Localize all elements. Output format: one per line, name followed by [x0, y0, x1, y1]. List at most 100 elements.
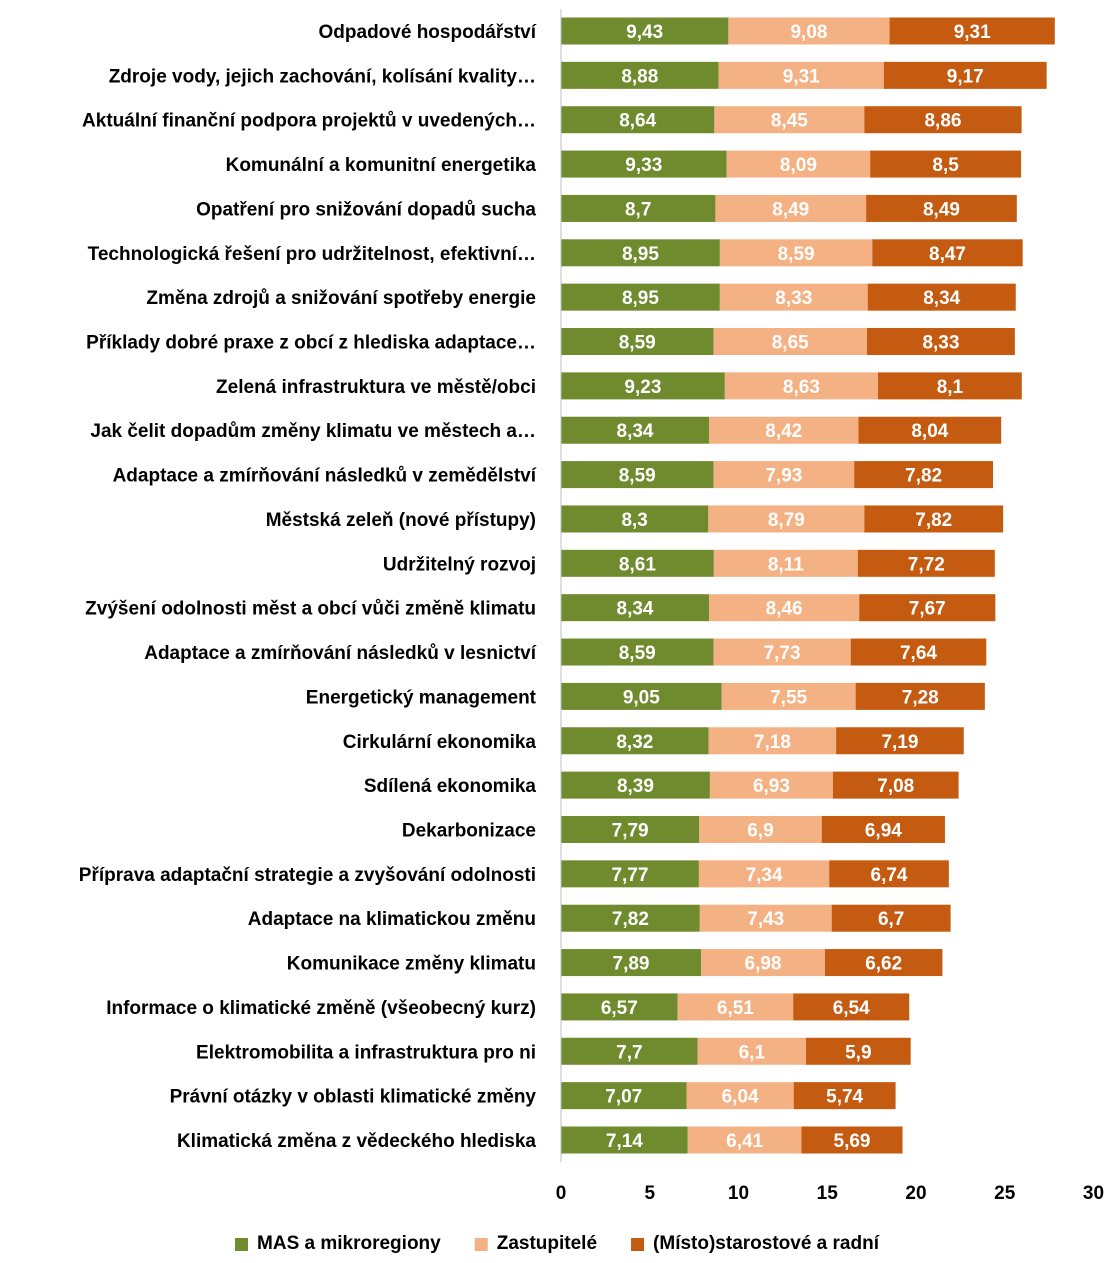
bar-segment — [724, 372, 879, 400]
value-label: 7,93 — [765, 466, 802, 487]
bar-segment — [715, 194, 867, 222]
value-label: 7,67 — [909, 599, 946, 620]
bar-segment — [561, 682, 722, 710]
value-label: 8,59 — [619, 333, 656, 354]
value-label: 9,33 — [625, 155, 662, 176]
bar-segment — [709, 594, 860, 622]
bar-segment — [561, 61, 719, 89]
bar-segment — [858, 416, 1002, 444]
value-label: 9,05 — [623, 687, 660, 708]
legend-label: Zastupitelé — [497, 1233, 597, 1254]
value-label: 8,63 — [783, 377, 820, 398]
legend-swatch — [235, 1238, 249, 1251]
category-label: Klimatická změna z vědeckého hlediska — [177, 1131, 536, 1152]
bar-segment — [701, 949, 825, 977]
bar-segment — [713, 638, 851, 666]
value-label: 6,94 — [865, 820, 902, 841]
value-label: 6,62 — [865, 954, 902, 975]
category-label: Elektromobilita a infrastruktura pro ni — [196, 1042, 536, 1063]
bar-segment — [829, 860, 949, 888]
value-label: 8,3 — [621, 510, 647, 531]
bar-segment — [872, 239, 1023, 267]
value-label: 7,34 — [746, 865, 783, 886]
value-label: 7,73 — [764, 643, 801, 664]
bar-segment — [805, 1037, 911, 1065]
bar-segment — [859, 594, 996, 622]
value-label: 8,11 — [768, 554, 804, 575]
value-label: 8,49 — [923, 199, 960, 220]
category-label: Komunální a komunitní energetika — [226, 155, 537, 176]
value-label: 7,14 — [606, 1131, 643, 1152]
legend-item: Zastupitelé — [474, 1233, 597, 1254]
bar-segment — [857, 549, 995, 577]
category-label: Udržitelný rozvoj — [383, 554, 536, 575]
legend-item: MAS a mikroregiony — [235, 1233, 441, 1254]
bar-segment — [561, 505, 709, 533]
bar-segment — [864, 106, 1022, 134]
bar-segment — [721, 682, 856, 710]
value-label: 8,95 — [622, 288, 659, 309]
value-label: 8,34 — [617, 599, 654, 620]
value-label: 8,59 — [619, 643, 656, 664]
bar-segment — [801, 1126, 903, 1154]
bar-segment — [561, 461, 714, 489]
value-label: 6,1 — [739, 1042, 766, 1063]
category-label: Komunikace změny klimatu — [287, 954, 536, 975]
value-label: 6,54 — [833, 998, 870, 1019]
bar-segment — [867, 283, 1016, 311]
bar-segment — [561, 727, 709, 755]
x-tick-label: 0 — [556, 1183, 567, 1204]
bar-segment — [561, 17, 729, 45]
value-label: 8,34 — [923, 288, 960, 309]
value-label: 7,79 — [612, 820, 649, 841]
value-label: 7,55 — [770, 687, 807, 708]
bar-segment — [793, 993, 910, 1021]
category-label: Jak čelit dopadům změny klimatu ve měste… — [90, 421, 536, 442]
bar-segment — [686, 1082, 794, 1110]
legend-label: MAS a mikroregiony — [257, 1233, 441, 1254]
value-label: 8,64 — [619, 111, 656, 132]
bar-segment — [687, 1126, 802, 1154]
value-label: 6,98 — [745, 954, 782, 975]
bar-segment — [718, 61, 884, 89]
bar-segment — [561, 1082, 687, 1110]
value-label: 8,79 — [768, 510, 805, 531]
bar-segment — [697, 1037, 806, 1065]
value-label: 5,74 — [826, 1087, 863, 1108]
bar-segment — [561, 283, 720, 311]
value-label: 7,08 — [877, 776, 914, 797]
bar-segment — [726, 150, 871, 178]
value-label: 6,9 — [747, 820, 773, 841]
value-label: 7,64 — [900, 643, 937, 664]
bar-segment — [714, 106, 865, 134]
value-label: 8,04 — [911, 421, 948, 442]
value-labels: 9,43 9,08 9,31 8,88 9,31 9,17 8,64 8,45 8,86 9,33… — [601, 22, 991, 1152]
category-label: Zvýšení odolnosti měst a obcí vůči změně… — [85, 599, 536, 620]
bar-segment — [713, 461, 855, 489]
value-label: 8,49 — [772, 199, 809, 220]
bar-segment — [561, 771, 710, 799]
category-label: Informace o klimatické změně (všeobecný … — [106, 998, 536, 1019]
x-axis: 0 5 10 15 20 25 30 — [556, 8, 1104, 1204]
value-label: 6,51 — [717, 998, 754, 1019]
value-label: 8,42 — [765, 421, 802, 442]
value-label: 7,77 — [611, 865, 648, 886]
value-label: 8,59 — [619, 466, 656, 487]
category-label: Odpadové hospodářství — [319, 22, 537, 43]
bar-segment — [561, 549, 714, 577]
bars — [561, 17, 1055, 1154]
category-label: Příprava adaptační strategie a zvyšování… — [79, 865, 536, 886]
bar-segment — [561, 194, 716, 222]
value-label: 8,09 — [780, 155, 817, 176]
value-label: 8,65 — [772, 333, 809, 354]
bar-segment — [824, 949, 943, 977]
value-label: 7,43 — [747, 909, 784, 930]
value-label: 8,86 — [924, 111, 961, 132]
value-label: 7,72 — [908, 554, 945, 575]
bar-segment — [719, 283, 868, 311]
category-label: Technologická řešení pro udržitelnost, e… — [88, 244, 536, 265]
bar-segment — [561, 239, 720, 267]
category-label: Sdílená ekonomika — [364, 776, 537, 797]
bar-segment — [698, 860, 830, 888]
value-label: 7,89 — [613, 954, 650, 975]
